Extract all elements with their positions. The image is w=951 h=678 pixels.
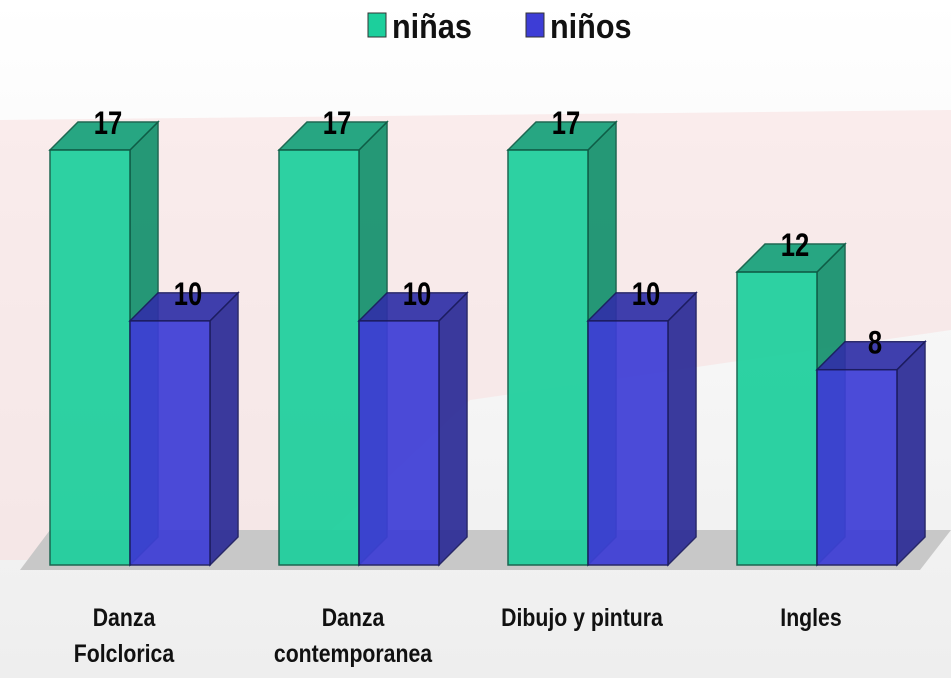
value-label: 10 bbox=[403, 277, 431, 312]
value-label: 17 bbox=[323, 106, 351, 141]
bar-front bbox=[736, 271, 818, 566]
bar-front bbox=[587, 320, 669, 566]
bar bbox=[815, 339, 927, 567]
legend-swatch bbox=[367, 12, 387, 38]
bar-front bbox=[816, 368, 898, 566]
floor bbox=[20, 530, 951, 570]
bar-side bbox=[896, 339, 926, 567]
legend-label: niños bbox=[550, 8, 632, 46]
bar bbox=[357, 291, 469, 567]
value-label: 17 bbox=[552, 106, 580, 141]
value-label: 12 bbox=[781, 228, 809, 263]
bar bbox=[586, 291, 698, 567]
x-tick-label: Danza Folclorica bbox=[73, 604, 175, 668]
x-tick-label: Dibujo y pintura bbox=[501, 604, 663, 632]
bar-front bbox=[129, 320, 211, 566]
legend-swatch bbox=[525, 12, 545, 38]
value-label: 8 bbox=[868, 326, 882, 361]
value-label: 10 bbox=[174, 277, 202, 312]
bar bbox=[128, 291, 240, 567]
x-tick-label: Ingles bbox=[780, 604, 842, 632]
bar-front bbox=[278, 149, 360, 566]
x-tick-label: Danza contemporanea bbox=[273, 604, 433, 668]
bar-front bbox=[358, 320, 440, 566]
value-label: 10 bbox=[632, 277, 660, 312]
bars: 17 10 17 10 17 10 12 8 bbox=[48, 106, 927, 567]
value-label: 17 bbox=[94, 106, 122, 141]
bar-front bbox=[507, 149, 589, 566]
bar-side bbox=[438, 291, 468, 567]
bar-side bbox=[209, 291, 239, 567]
bar-side bbox=[667, 291, 697, 567]
legend: niñas niños bbox=[367, 8, 632, 46]
bar-front bbox=[49, 149, 131, 566]
legend-label: niñas bbox=[392, 8, 472, 46]
